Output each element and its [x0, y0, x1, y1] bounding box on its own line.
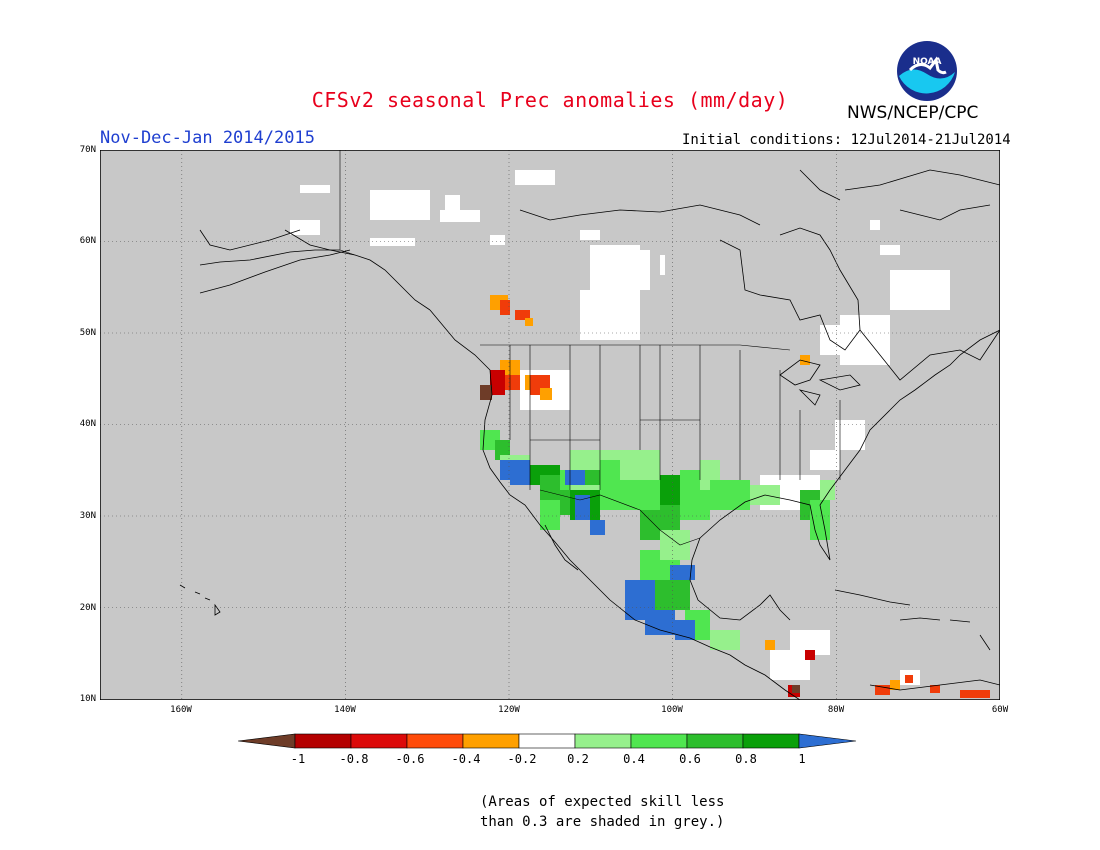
anomaly-cell [525, 318, 533, 326]
lat-label: 50N [79, 328, 96, 338]
anomaly-cell [590, 520, 605, 535]
colorbar-label: -0.8 [339, 752, 369, 766]
colorbar-box [742, 733, 800, 749]
coastlines [179, 169, 1000, 700]
anomaly-cell [905, 675, 913, 683]
colorbar-label: -0.2 [507, 752, 537, 766]
anomaly-cell [490, 370, 505, 395]
anomaly-cell [930, 685, 940, 693]
lon-label: 60W [991, 705, 1009, 715]
anomaly-cell [440, 210, 480, 222]
anomaly-cell [770, 650, 810, 680]
colorbar-box [406, 733, 464, 749]
anomaly-cell [510, 470, 530, 485]
lon-label: 160W [170, 705, 192, 715]
anomaly-cell [710, 630, 730, 650]
colorbar [238, 733, 857, 749]
political-borders [339, 150, 841, 546]
anomaly-cell [875, 685, 890, 695]
lat-label: 60N [79, 236, 96, 246]
anomaly-cell [765, 640, 775, 650]
skill-note-line-1: (Areas of expected skill less [480, 794, 725, 810]
anomaly-cell [515, 170, 555, 185]
colorbar-label: 1 [798, 752, 806, 766]
colorbar-label: -0.4 [451, 752, 481, 766]
colorbar-box [630, 733, 688, 749]
skill-note: (Areas of expected skill less than 0.3 a… [480, 792, 724, 832]
anomaly-cell [300, 185, 330, 193]
lat-label: 20N [79, 603, 96, 613]
lat-label: 70N [79, 145, 96, 155]
colorbar-label: -0.6 [395, 752, 425, 766]
lon-label: 120W [498, 705, 520, 715]
anomaly-cell [565, 470, 585, 485]
anomaly-cell [515, 310, 530, 320]
anomaly-cell [730, 630, 740, 650]
anomaly-cell [820, 480, 835, 500]
logo-text: NOAA [913, 57, 942, 67]
lon-label: 100W [661, 705, 683, 715]
anomaly-cell [540, 500, 560, 530]
anomaly-cell [670, 565, 695, 580]
colorbar-box [686, 733, 744, 749]
anomaly-cell [660, 475, 680, 505]
org-label: NWS/NCEP/CPC [847, 103, 979, 123]
anomaly-cell [820, 325, 850, 355]
anomaly-cell [792, 685, 800, 693]
lon-label: 80W [827, 705, 845, 715]
colorbar-label: -1 [290, 752, 306, 766]
anomaly-cell [445, 195, 460, 210]
colorbar-box [294, 733, 352, 749]
anomaly-cell [650, 580, 690, 610]
precip-anomaly-map [100, 150, 1000, 700]
anomaly-cell [710, 480, 750, 510]
lon-label: 140W [334, 705, 356, 715]
anomaly-cell [575, 495, 590, 520]
season-label: Nov-Dec-Jan 2014/2015 [100, 128, 315, 148]
chart-title: CFSv2 seasonal Prec anomalies (mm/day) [311, 88, 789, 112]
colorbar-label: 0.2 [567, 752, 589, 766]
colorbar-label: 0.8 [735, 752, 757, 766]
colorbar-box [518, 733, 576, 749]
anomaly-cell [660, 530, 690, 560]
anomaly-cell [505, 375, 520, 390]
anomaly-cell [540, 388, 552, 400]
anomaly-cell [500, 300, 510, 315]
lat-label: 40N [79, 419, 96, 429]
skill-note-line-2: than 0.3 are shaded in grey.) [480, 814, 725, 830]
anomaly-cell [290, 220, 320, 235]
initial-conditions-label: Initial conditions: 12Jul2014-21Jul2014 [682, 132, 1011, 148]
lat-label: 30N [79, 511, 96, 521]
anomaly-cell [580, 290, 640, 340]
anomaly-cell [490, 235, 505, 245]
anomaly-cell [370, 238, 415, 246]
anomaly-cell [810, 450, 840, 470]
anomaly-cell [660, 255, 665, 275]
anomaly-cell [890, 680, 900, 690]
colorbar-label: 0.6 [679, 752, 701, 766]
anomaly-cell [620, 450, 660, 480]
anomaly-cell [890, 270, 950, 310]
anomaly-cell [630, 250, 650, 290]
anomaly-cell [960, 690, 990, 698]
anomaly-cell [370, 190, 430, 220]
anomaly-cell [870, 220, 880, 230]
colorbar-arrow-right [798, 733, 857, 749]
anomaly-cell [655, 610, 670, 625]
colorbar-label: 0.4 [623, 752, 645, 766]
lat-label: 10N [79, 694, 96, 704]
anomaly-cell [880, 245, 900, 255]
anomaly-cell [480, 385, 492, 400]
anomaly-cell [620, 480, 660, 510]
colorbar-box [574, 733, 632, 749]
anomaly-cell [800, 355, 810, 365]
anomaly-cell [580, 230, 600, 240]
colorbar-box [350, 733, 408, 749]
colorbar-arrow-left [238, 733, 296, 749]
colorbar-box [462, 733, 520, 749]
anomaly-cell [805, 650, 815, 660]
noaa-logo: NOAA [897, 41, 957, 101]
